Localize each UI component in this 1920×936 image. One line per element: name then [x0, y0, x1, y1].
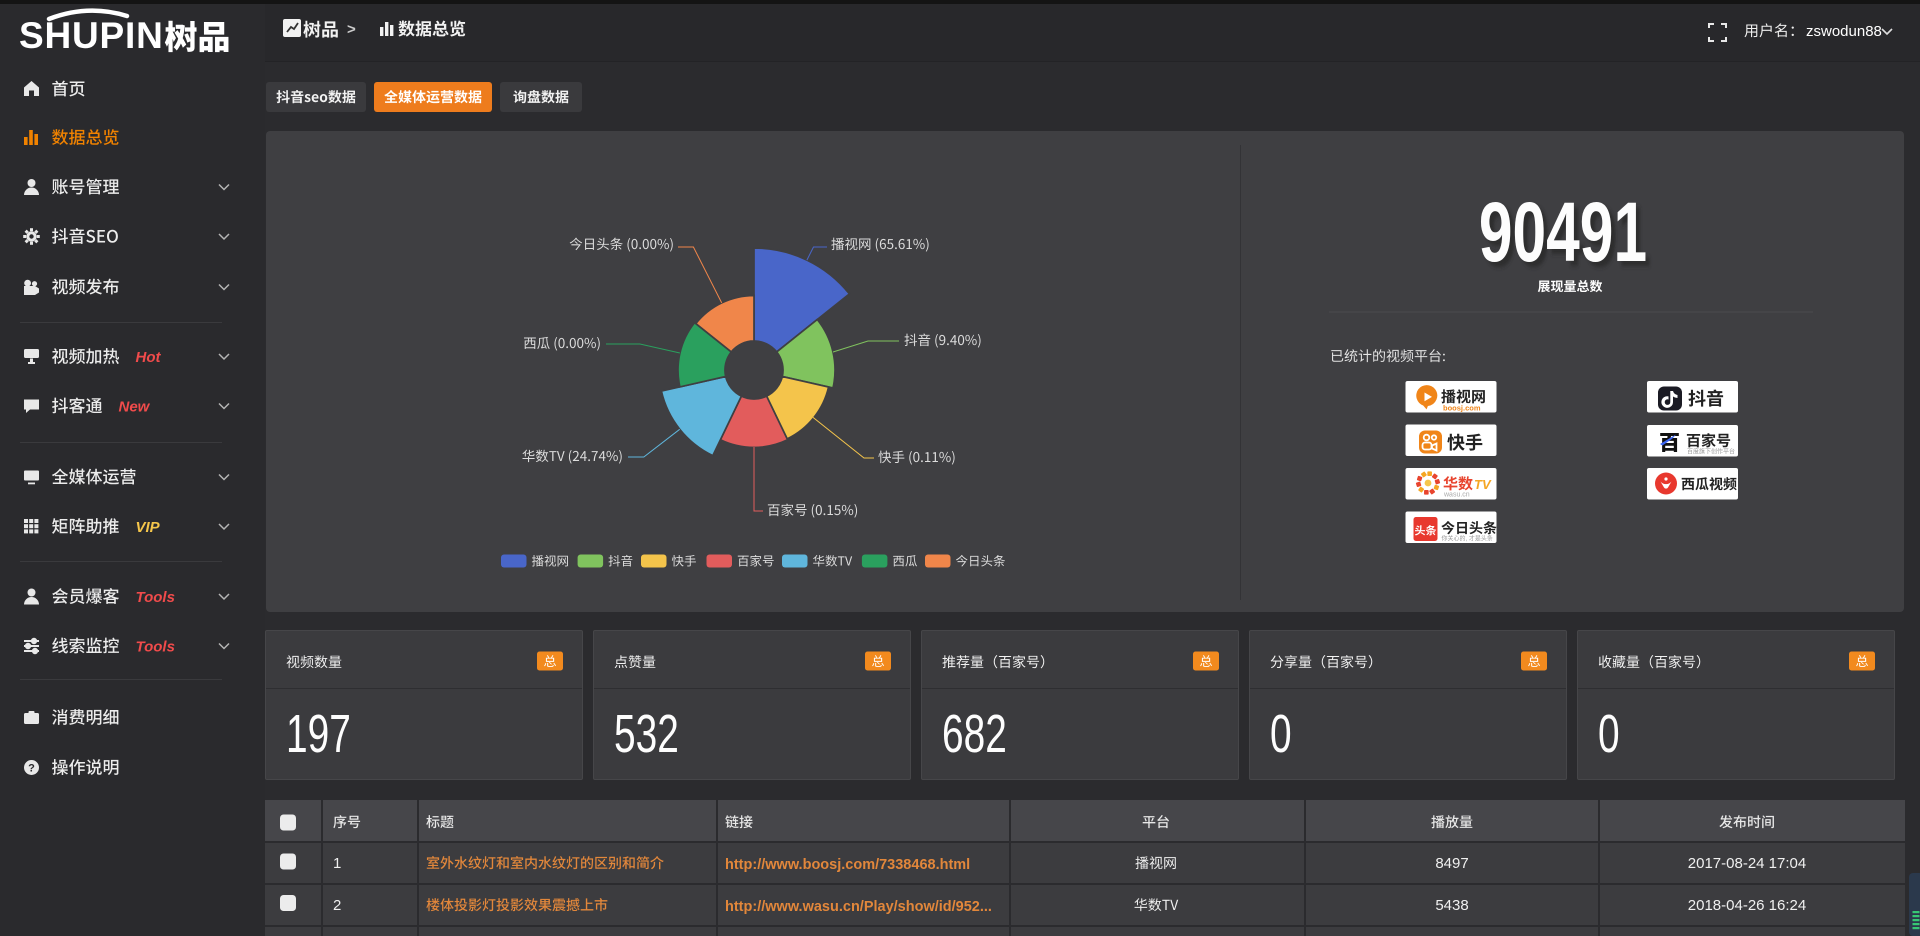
svg-text:532: 532: [614, 703, 679, 764]
svg-text:8497: 8497: [1435, 855, 1468, 872]
svg-text:?: ?: [28, 763, 35, 775]
svg-text:0: 0: [1598, 703, 1620, 764]
svg-text:>: >: [347, 21, 356, 38]
svg-text:2: 2: [333, 897, 341, 914]
svg-text:wasu.cn: wasu.cn: [1443, 492, 1470, 499]
svg-text:90491: 90491: [1483, 190, 1651, 284]
svg-text:你关心的, 才是头条: 你关心的, 才是头条: [1442, 535, 1493, 543]
svg-text:0: 0: [1270, 703, 1292, 764]
svg-text:http://www.wasu.cn/Play/show/i: http://www.wasu.cn/Play/show/id/952...: [725, 899, 992, 915]
svg-text:百度旗下创作平台: 百度旗下创作平台: [1687, 448, 1735, 456]
svg-text:1: 1: [333, 855, 341, 872]
svg-text:New: New: [119, 399, 151, 416]
svg-text:Hot: Hot: [136, 349, 162, 366]
svg-text:TV: TV: [1474, 477, 1492, 492]
svg-text:197: 197: [286, 703, 351, 764]
svg-text:SHUPIN: SHUPIN: [19, 15, 164, 56]
svg-text:Tools: Tools: [136, 639, 175, 656]
svg-text:boosj.com: boosj.com: [1443, 404, 1481, 413]
svg-text:Tools: Tools: [136, 589, 175, 606]
svg-text:5438: 5438: [1435, 897, 1468, 914]
svg-text:zswodun88: zswodun88: [1806, 23, 1882, 40]
svg-text:VIP: VIP: [136, 519, 161, 536]
svg-text:682: 682: [942, 703, 1007, 764]
svg-text:90491: 90491: [1479, 185, 1647, 279]
svg-text:http://www.boosj.com/7338468.h: http://www.boosj.com/7338468.html: [725, 857, 970, 873]
svg-text:2018-04-26 16:24: 2018-04-26 16:24: [1688, 897, 1806, 914]
svg-text:2017-08-24 17:04: 2017-08-24 17:04: [1688, 855, 1806, 872]
